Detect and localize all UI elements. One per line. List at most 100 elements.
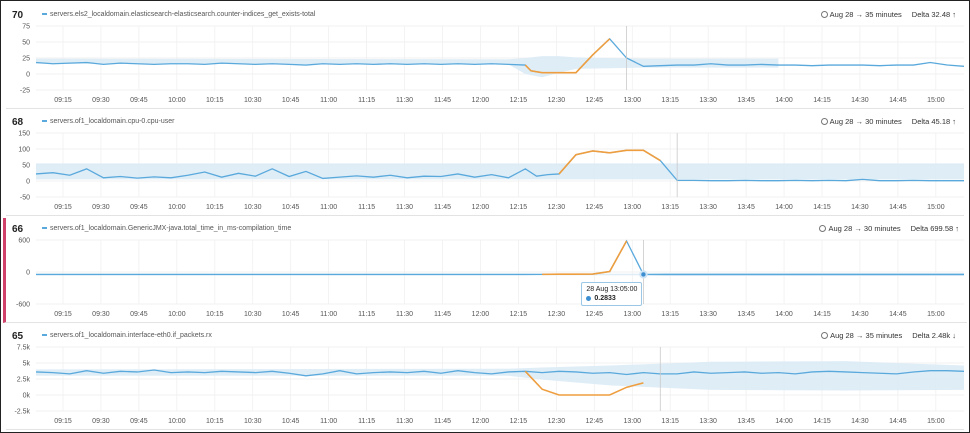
x-tick-label: 12:00 [472,97,490,104]
x-tick-label: 10:15 [206,204,224,211]
x-tick-label: 12:30 [548,311,566,318]
y-tick-label: 0 [26,179,30,186]
x-tick-label: 11:00 [320,311,337,318]
y-tick-label: 5k [23,361,31,368]
x-tick-label: 09:30 [92,204,110,211]
x-tick-label: 13:30 [699,418,717,425]
x-tick-label: 09:30 [92,418,110,425]
anomaly-panel[interactable]: 75 50 25 0 -25 09:15 09:30 09:45 10:00 10:15 10:30… [6,4,965,109]
y-tick-label: 50 [22,163,30,170]
y-tick-label: -2.5k [14,409,30,416]
x-tick-label: 14:30 [851,311,869,318]
x-tick-label: 12:15 [510,311,528,318]
x-tick-label: 10:15 [206,418,224,425]
x-tick-label: 11:00 [320,204,337,211]
x-tick-label: 09:15 [54,204,72,211]
time-range: Aug 28 → 35 minutes [829,10,902,19]
panel-meta: Aug 28 → 35 minutes Delta 32.48 ↑ [820,10,956,19]
x-tick-label: 14:15 [813,311,831,318]
anomaly-panel[interactable]: 150 100 50 0 -50 09:15 09:30 09:45 10:00 10:15 10:… [6,111,964,216]
series-line [35,37,965,74]
x-tick-label: 14:45 [889,97,907,104]
x-tick-label: 13:15 [661,311,679,318]
y-tick-label: 2.5k [17,377,31,384]
time-range: Aug 28 → 30 minutes [829,117,902,126]
x-tick-label: 11:15 [358,97,375,104]
x-tick-label: 11:30 [396,311,413,318]
series-line [35,369,965,377]
x-tick-label: 10:30 [244,418,262,425]
tooltip-series-dot-icon [586,296,592,302]
clock-icon [819,225,827,232]
x-tick-label: 10:15 [206,311,224,318]
x-tick-label: 12:00 [472,418,490,425]
x-tick-label: 12:45 [586,97,604,104]
x-tick-label: 11:45 [434,97,451,104]
panel-meta: Aug 28 → 35 minutes Delta 2.48k ↓ [821,331,956,340]
tooltip-time: 28 Aug 13:05:00 [586,286,638,294]
panel-meta: Aug 28 → 30 minutes Delta 699.58 ↑ [819,224,959,233]
y-tick-label: 0 [26,72,30,79]
x-tick-label: 12:45 [586,311,604,318]
hover-point [639,270,648,279]
time-series-chart[interactable]: 150 100 50 0 -50 09:15 09:30 09:45 10:00 10:15 10:… [6,111,964,215]
anomaly-panel[interactable]: 7.5k 5k 2.5k 0k -2.5k 09:15 09:30 09:45 10:00 10:… [6,325,965,430]
x-tick-label: 10:45 [282,204,300,211]
anomaly-line [524,38,611,74]
x-tick-label: 11:15 [358,418,375,425]
x-tick-label: 15:00 [927,97,945,104]
metric-name[interactable]: servers.of1_localdomain.cpu-0.cpu-user [42,118,175,125]
anomaly-panel[interactable]: 600 0 -600 09:15 09:30 09:45 10:00 10:15 10:30 10… [3,218,967,323]
metric-name[interactable]: servers.of1_localdomain.interface-eth0.i… [42,332,212,339]
x-tick-label: 10:30 [244,311,262,318]
series-legend-icon [42,227,47,230]
metric-title: servers.of1_localdomain.GenericJMX-java.… [50,225,292,232]
y-tick-label: -50 [20,195,30,202]
x-tick-label: 14:15 [813,418,831,425]
time-series-chart[interactable]: 75 50 25 0 -25 09:15 09:30 09:45 10:00 10:15 10:30… [6,4,965,108]
x-tick-label: 14:45 [889,311,907,318]
x-tick-label: 13:30 [699,97,717,104]
x-tick-label: 13:00 [623,204,641,211]
x-tick-label: 13:30 [699,311,717,318]
x-tick-label: 13:45 [737,311,755,318]
x-tick-label: 09:45 [130,311,148,318]
y-tick-label: 100 [18,147,30,154]
y-tick-label: -600 [16,302,30,309]
x-tick-label: 11:45 [434,311,451,318]
x-tick-label: 13:00 [623,418,641,425]
x-tick-label: 10:00 [168,418,186,425]
x-tick-label: 12:15 [510,418,528,425]
y-tick-label: 7.5k [17,345,31,352]
x-tick-label: 13:45 [737,418,755,425]
metric-title: servers.of1_localdomain.cpu-0.cpu-user [50,118,175,125]
y-tick-label: 50 [22,40,30,47]
series-line [36,239,964,276]
x-tick-label: 14:30 [851,97,869,104]
x-tick-label: 15:00 [927,204,945,211]
time-series-chart[interactable]: 7.5k 5k 2.5k 0k -2.5k 09:15 09:30 09:45 10:00 10:… [6,325,965,429]
time-series-chart[interactable]: 600 0 -600 09:15 09:30 09:45 10:00 10:15 10:30 10… [6,218,964,322]
x-tick-label: 09:45 [130,418,148,425]
x-tick-label: 13:00 [623,97,641,104]
x-tick-label: 09:15 [54,418,72,425]
x-tick-label: 12:30 [548,418,566,425]
metric-name[interactable]: servers.of1_localdomain.GenericJMX-java.… [42,225,291,232]
panel-meta: Aug 28 → 30 minutes Delta 45.18 ↑ [820,117,956,126]
x-tick-label: 14:15 [813,204,831,211]
anomaly-score: 66 [12,224,24,235]
x-tick-label: 10:00 [168,204,186,211]
x-tick-label: 11:00 [320,418,337,425]
tooltip-value: 0.2833 [594,295,616,303]
x-tick-label: 12:00 [472,311,490,318]
anomaly-score: 65 [12,331,24,342]
x-tick-label: 13:45 [737,204,755,211]
x-tick-label: 09:30 [92,311,110,318]
metric-name[interactable]: servers.els2_localdomain.elasticsearch-e… [42,11,315,18]
x-tick-label: 13:15 [661,97,679,104]
x-tick-label: 13:45 [737,97,755,104]
delta-value: Delta 45.18 ↑ [911,117,956,126]
x-tick-label: 12:15 [510,97,528,104]
metric-title: servers.els2_localdomain.elasticsearch-e… [50,11,316,18]
x-tick-label: 14:15 [813,97,831,104]
